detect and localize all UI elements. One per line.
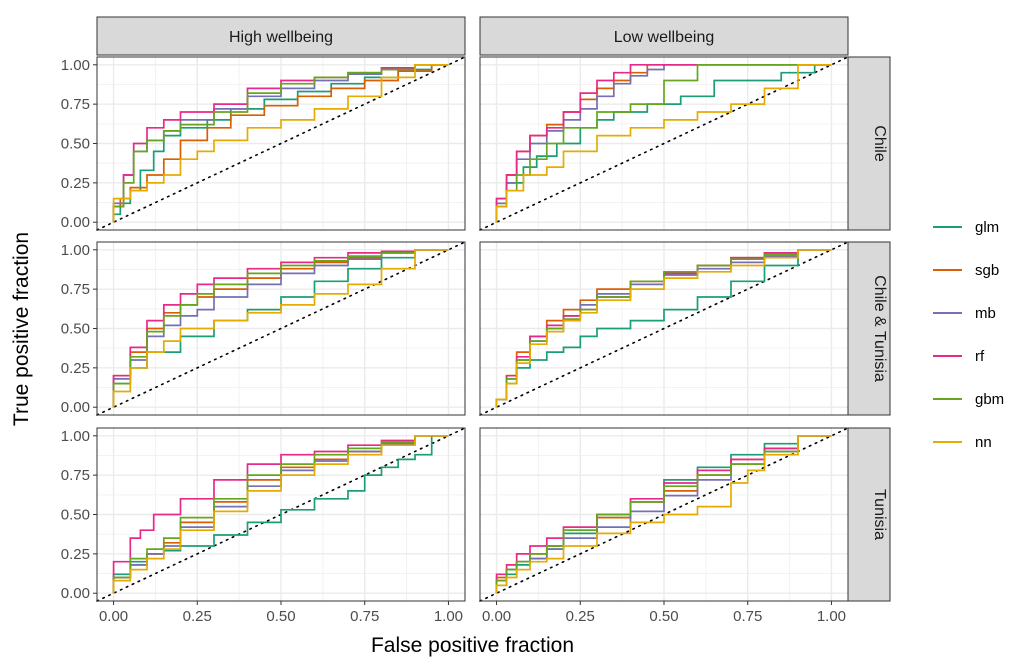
x-tick-label: 0.50 [649, 608, 678, 625]
y-tick-label: 0.50 [61, 136, 90, 153]
roc-curve-nn [495, 248, 832, 408]
y-tick-label: 0.75 [61, 281, 90, 298]
y-tick-label: 0.75 [61, 467, 90, 484]
roc-curve-gbm [112, 248, 449, 408]
y-tick-label: 0.50 [61, 321, 90, 338]
legend-label-sgb: sgb [975, 262, 999, 279]
y-tick-label: 0.00 [61, 585, 90, 602]
x-tick-label: 0.75 [350, 608, 379, 625]
y-tick-label: 0.00 [61, 214, 90, 231]
roc-curve-nn [495, 63, 832, 223]
y-tick-label: 1.00 [61, 428, 90, 445]
y-tick-label: 0.00 [61, 399, 90, 416]
roc-curve-nn [112, 63, 449, 223]
panel-chile-tunisia-high-wellbeing: 0.00 0.25 0.50 0.75 1.00 [61, 241, 466, 416]
facet-strip-box [479, 16, 849, 56]
roc-curve-nn [112, 248, 449, 408]
panel-chile-low-wellbeing [479, 56, 849, 231]
panel-chile-tunisia-low-wellbeing [479, 241, 849, 416]
facet-strip-box [847, 427, 891, 602]
facet-strip-label: High wellbeing [229, 29, 333, 46]
legend: glm sgb mb rf gbm nn [933, 219, 1004, 451]
facet-strip-chile: Chile [847, 56, 891, 231]
facet-strip-label: Tunisia [871, 489, 888, 540]
facet-strip-box [847, 241, 891, 416]
diagonal-reference-line [96, 56, 466, 231]
y-tick-label: 0.50 [61, 507, 90, 524]
y-tick-label: 0.25 [61, 360, 90, 377]
diagonal-reference-line [96, 241, 466, 416]
y-axis-title: True positive fraction [10, 232, 33, 426]
x-tick-label: 1.00 [817, 608, 846, 625]
x-tick-label: 0.25 [183, 608, 212, 625]
roc-curve-nn [495, 434, 832, 594]
facet-strip-box [847, 56, 891, 231]
roc-curve-rf [495, 63, 832, 223]
legend-label-mb: mb [975, 305, 996, 322]
roc-curve-gbm [495, 434, 832, 594]
x-tick-label: 0.25 [566, 608, 595, 625]
facet-strip-tunisia: Tunisia [847, 427, 891, 602]
x-axis-title: False positive fraction [371, 634, 574, 657]
x-tick-label: 1.00 [434, 608, 463, 625]
panel-border [479, 241, 849, 416]
y-tick-label: 1.00 [61, 57, 90, 74]
y-tick-label: 1.00 [61, 242, 90, 259]
legend-label-gbm: gbm [975, 391, 1004, 408]
panel-border [479, 56, 849, 231]
diagonal-reference-line [479, 56, 849, 231]
legend-label-rf: rf [975, 348, 985, 365]
facet-strip-label: Chile & Tunisia [871, 275, 888, 382]
y-tick-label: 0.75 [61, 96, 90, 113]
facet-strip-label: Chile [871, 125, 888, 162]
panel-chile-high-wellbeing: 0.00 0.25 0.50 0.75 1.00 [61, 56, 466, 231]
legend-item-sgb: sgb [933, 262, 999, 279]
y-tick-label: 0.25 [61, 546, 90, 563]
legend-item-mb: mb [933, 305, 996, 322]
facet-strip-label: Low wellbeing [614, 29, 715, 46]
facet-strip-high-wellbeing: High wellbeing [96, 16, 466, 56]
legend-item-nn: nn [933, 434, 992, 451]
panel-tunisia-low-wellbeing: 0.00 0.25 0.50 0.75 1.00 [479, 427, 849, 625]
legend-item-gbm: gbm [933, 391, 1004, 408]
facet-strip-low-wellbeing: Low wellbeing [479, 16, 849, 56]
roc-curve-gbm [112, 63, 449, 223]
legend-item-glm: glm [933, 219, 999, 236]
roc-curve-nn [112, 434, 449, 594]
panel-tunisia-high-wellbeing: 0.00 0.25 0.50 0.75 1.00 0.00 0.25 0.50 0.75 1.00 [61, 427, 466, 625]
x-tick-label: 0.00 [99, 608, 128, 625]
legend-item-rf: rf [933, 348, 985, 365]
y-tick-label: 0.25 [61, 175, 90, 192]
facet-strip-chile-tunisia: Chile & Tunisia [847, 241, 891, 416]
legend-label-nn: nn [975, 434, 992, 451]
x-tick-label: 0.75 [733, 608, 762, 625]
x-tick-label: 0.50 [266, 608, 295, 625]
legend-label-glm: glm [975, 219, 999, 236]
diagonal-reference-line [479, 241, 849, 416]
facet-strip-box [96, 16, 466, 56]
x-tick-label: 0.00 [482, 608, 511, 625]
